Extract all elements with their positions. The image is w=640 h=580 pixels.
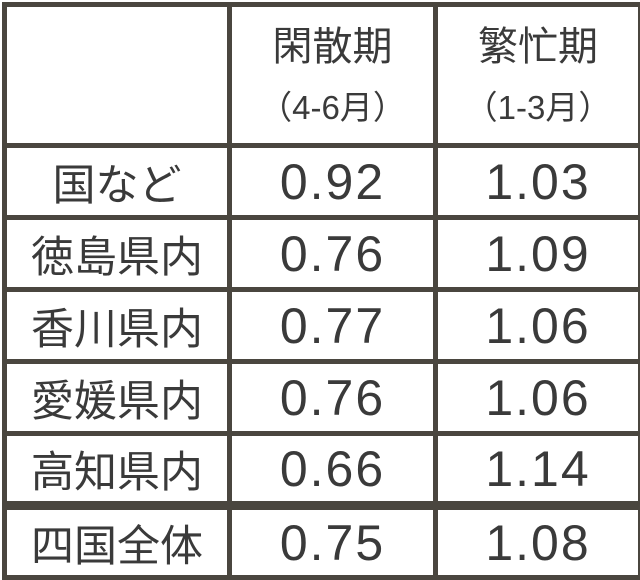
offpeak-value: 0.76 <box>230 218 436 290</box>
row-label: 徳島県内 <box>5 218 230 290</box>
peak-column-title: 繁忙期 <box>438 27 638 67</box>
offpeak-value: 0.92 <box>230 146 436 218</box>
peak-value: 1.03 <box>436 146 640 218</box>
table-row-kuni: 国など 0.92 1.03 <box>5 146 640 218</box>
row-label: 国など <box>5 146 230 218</box>
peak-column-subtitle: （1-3月） <box>438 91 638 124</box>
peak-value: 1.14 <box>436 434 640 506</box>
peak-value: 1.06 <box>436 362 640 434</box>
header-row: 閑散期 （4-6月） 繁忙期 （1-3月） <box>5 5 640 146</box>
offpeak-value: 0.66 <box>230 434 436 506</box>
header-cell-corner <box>5 5 230 146</box>
row-label: 愛媛県内 <box>5 362 230 434</box>
table-row-tokushima: 徳島県内 0.76 1.09 <box>5 218 640 290</box>
offpeak-value: 0.76 <box>230 362 436 434</box>
offpeak-value: 0.77 <box>230 290 436 362</box>
row-label: 香川県内 <box>5 290 230 362</box>
header-cell-offpeak: 閑散期 （4-6月） <box>230 5 436 146</box>
table-row-kochi: 高知県内 0.66 1.14 <box>5 434 640 506</box>
table-row-ehime: 愛媛県内 0.76 1.06 <box>5 362 640 434</box>
header-cell-peak: 繁忙期 （1-3月） <box>436 5 640 146</box>
peak-value: 1.06 <box>436 290 640 362</box>
offpeak-value: 0.75 <box>230 506 436 578</box>
peak-value: 1.08 <box>436 506 640 578</box>
peak-value: 1.09 <box>436 218 640 290</box>
table-row-shikoku-total: 四国全体 0.75 1.08 <box>5 506 640 578</box>
offpeak-column-title: 閑散期 <box>232 27 433 67</box>
row-label: 四国全体 <box>5 506 230 578</box>
table-row-kagawa: 香川県内 0.77 1.06 <box>5 290 640 362</box>
offpeak-column-subtitle: （4-6月） <box>232 91 433 124</box>
row-label: 高知県内 <box>5 434 230 506</box>
